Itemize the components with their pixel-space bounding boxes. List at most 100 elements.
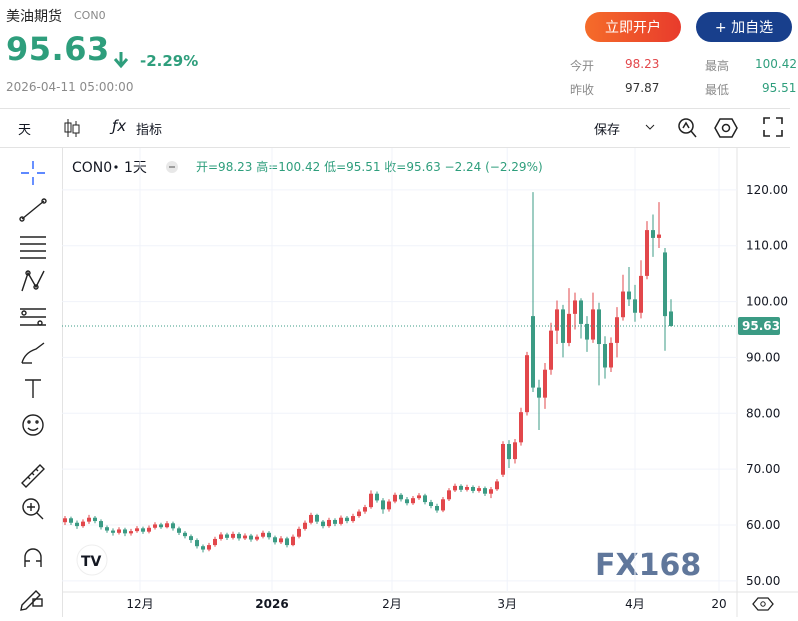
fib-tool[interactable]: [20, 308, 46, 326]
candle-body: [447, 490, 451, 500]
candle-body: [633, 299, 637, 313]
candle-body: [525, 355, 529, 413]
candle-body: [315, 514, 319, 522]
candle-body: [417, 495, 421, 499]
candle-body: [273, 537, 277, 543]
candle-body: [639, 275, 643, 313]
candle-body: [567, 313, 571, 343]
watchlist-button[interactable]: + 加自选: [696, 12, 792, 42]
stat-value: 97.87: [625, 81, 660, 95]
x-tick-label: 20: [711, 597, 726, 611]
magnet-tool[interactable]: [24, 548, 42, 567]
candle-type-button[interactable]: [62, 117, 82, 139]
candle-body: [579, 300, 583, 324]
candle-body: [141, 528, 145, 532]
indicators-button[interactable]: 指标: [136, 123, 163, 138]
candle-body: [411, 498, 415, 504]
candle-body: [537, 387, 541, 398]
brush-tool[interactable]: [21, 342, 45, 364]
candle-body: [645, 230, 649, 276]
emoji-tool[interactable]: [22, 414, 44, 436]
candle-body: [207, 545, 211, 550]
candle-body: [369, 493, 373, 508]
candle-body: [627, 291, 631, 300]
interval-button[interactable]: 天: [18, 123, 32, 138]
marks: [62, 192, 737, 553]
candle-body: [171, 523, 175, 529]
candle-body: [117, 529, 121, 533]
fullscreen-button[interactable]: [762, 116, 784, 138]
candle-body: [189, 536, 193, 541]
candle-body: [111, 530, 115, 533]
candle-body: [69, 518, 73, 523]
crosshair-tool[interactable]: [21, 161, 45, 185]
candle-body: [93, 517, 97, 522]
candle-body: [297, 528, 301, 537]
candle-body: [651, 230, 655, 238]
candle-body: [399, 494, 403, 500]
candle-body: [339, 517, 343, 524]
candle-body: [345, 517, 349, 522]
title: 美油期货: [6, 9, 62, 25]
candle-body: [513, 442, 517, 460]
save-button[interactable]: 保存: [594, 123, 621, 138]
grid: [62, 148, 737, 592]
candle-body: [405, 499, 409, 504]
candle-body: [213, 538, 217, 546]
candle-body: [477, 488, 481, 491]
svg-text:TV: TV: [81, 554, 102, 570]
settings-button[interactable]: [714, 116, 738, 140]
y-tick-label: 90.00: [746, 350, 780, 364]
x-tick-label: 12月: [126, 597, 153, 611]
candle-body: [657, 234, 661, 238]
candle-body: [255, 536, 259, 540]
candle-body: [543, 369, 547, 398]
candle-body: [243, 535, 247, 539]
save-dropdown[interactable]: [644, 121, 656, 133]
channel-tool[interactable]: [20, 236, 46, 259]
candle-body: [465, 487, 469, 490]
candle-body: [489, 489, 493, 494]
y-tick-label: 80.00: [746, 406, 780, 420]
candle-body: [267, 532, 271, 538]
y-tick-label: 70.00: [746, 462, 780, 476]
candle-body: [327, 519, 331, 527]
candle-body: [423, 495, 427, 503]
candle-body: [483, 488, 487, 494]
open-account-button[interactable]: 立即开户: [585, 12, 681, 42]
candle-body: [123, 529, 127, 534]
alert-button[interactable]: [676, 116, 698, 140]
candle-body: [231, 533, 235, 538]
timestamp: 2026-04-11 05:00:00: [6, 80, 134, 94]
candle-body: [597, 309, 601, 345]
candle-body: [129, 531, 133, 534]
candle-body: [279, 538, 283, 543]
candle-body: [603, 344, 607, 368]
candle-body: [507, 444, 511, 460]
candle-body: [519, 412, 523, 443]
stat-value: 95.51: [762, 81, 797, 95]
drawing-tools: [0, 147, 63, 617]
candle-body: [105, 527, 109, 531]
time-axis-settings[interactable]: [752, 597, 774, 611]
candle-body: [375, 493, 379, 501]
legend-interval: 1天: [124, 160, 147, 176]
stat-value: 98.23: [625, 57, 660, 71]
zoom-tool[interactable]: [22, 498, 44, 520]
candle-body: [219, 534, 223, 539]
candle-body: [225, 534, 229, 538]
stat-label: 最高: [705, 59, 730, 73]
pattern-tool[interactable]: [21, 270, 45, 292]
text-tool[interactable]: [25, 379, 41, 398]
lock-tool[interactable]: [20, 590, 43, 611]
stat-label: 今开: [570, 59, 595, 73]
last-price-badge: [738, 316, 780, 335]
candle-body: [147, 527, 151, 532]
candle-body: [87, 517, 91, 522]
ruler-tool[interactable]: [21, 464, 45, 488]
line-tool[interactable]: [19, 198, 47, 222]
y-tick-label: 100.00: [746, 295, 788, 309]
